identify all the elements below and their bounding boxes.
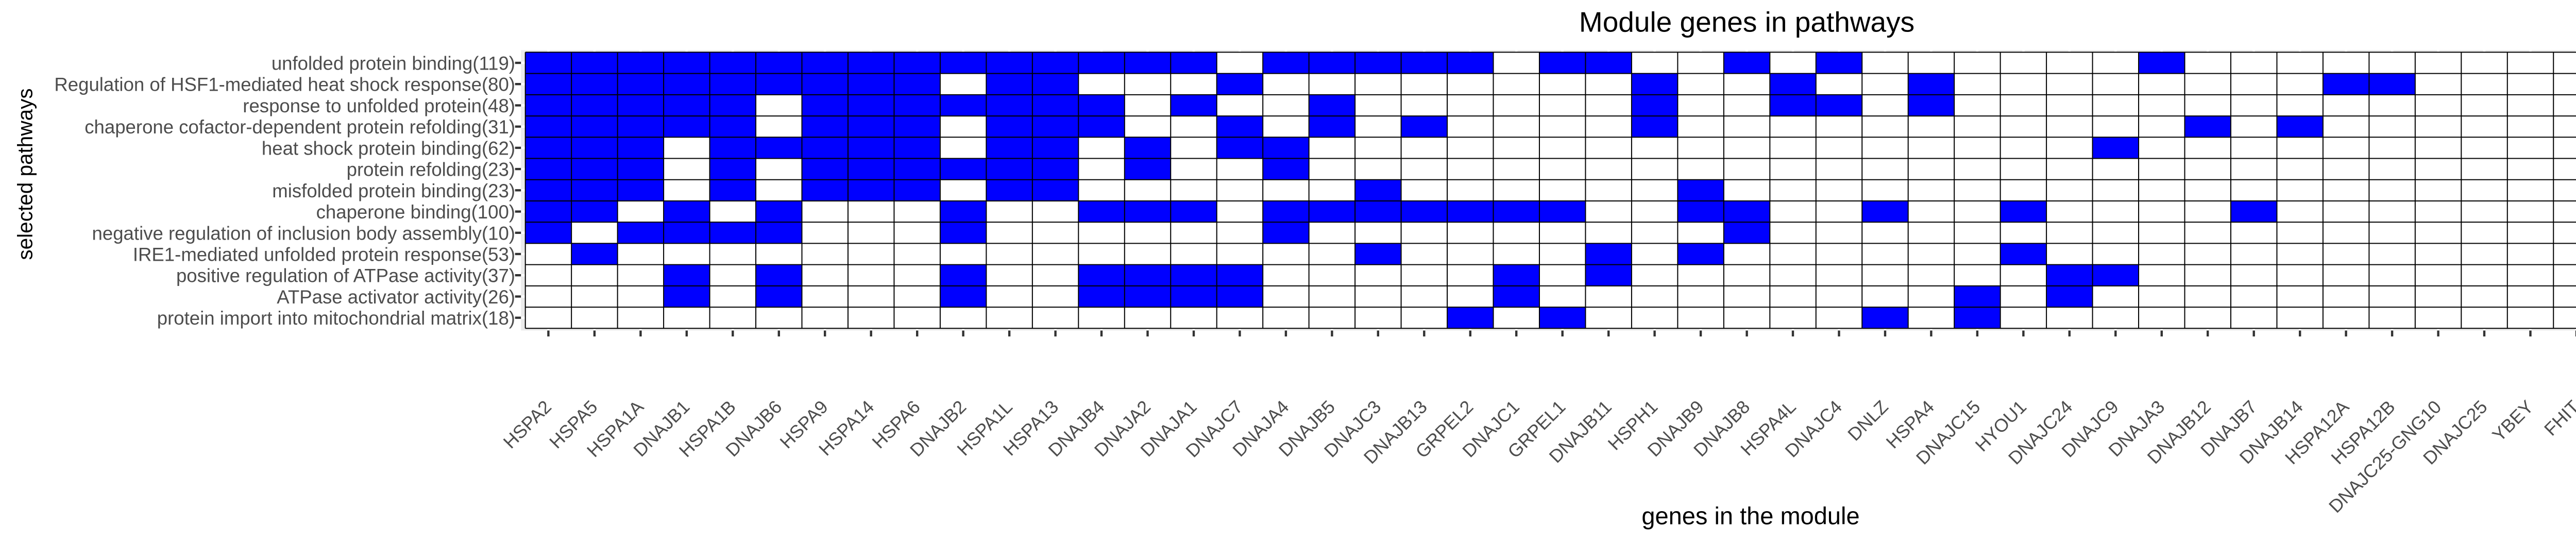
svg-text:protein refolding(23): protein refolding(23)	[347, 159, 515, 180]
svg-text:heat shock protein binding(62): heat shock protein binding(62)	[262, 138, 515, 159]
svg-text:genes in the module: genes in the module	[1641, 502, 1859, 529]
svg-text:YBEY: YBEY	[2488, 396, 2537, 445]
svg-text:ATPase activator activity(26): ATPase activator activity(26)	[277, 286, 515, 308]
svg-text:misfolded protein binding(23): misfolded protein binding(23)	[272, 180, 515, 201]
svg-text:HSPA2: HSPA2	[499, 396, 555, 452]
svg-text:protein import into mitochondr: protein import into mitochondrial matrix…	[157, 308, 515, 329]
svg-text:chaperone binding(100): chaperone binding(100)	[316, 201, 515, 223]
svg-text:Regulation of HSF1-mediated he: Regulation of HSF1-mediated heat shock r…	[54, 74, 515, 95]
svg-text:Module genes in pathways: Module genes in pathways	[1579, 6, 1914, 38]
svg-text:negative regulation of inclusi: negative regulation of inclusion body as…	[92, 223, 515, 244]
svg-text:response to unfolded protein(4: response to unfolded protein(48)	[243, 95, 515, 116]
svg-text:unfolded protein binding(119): unfolded protein binding(119)	[272, 53, 515, 74]
svg-text:positive regulation of ATPase: positive regulation of ATPase activity(3…	[176, 265, 515, 286]
svg-text:IRE1-mediated unfolded protein: IRE1-mediated unfolded protein response(…	[133, 244, 515, 265]
svg-text:FHIT: FHIT	[2540, 396, 2576, 439]
svg-text:chaperone cofactor-dependent p: chaperone cofactor-dependent protein ref…	[84, 116, 515, 138]
svg-text:selected pathways: selected pathways	[13, 88, 37, 260]
